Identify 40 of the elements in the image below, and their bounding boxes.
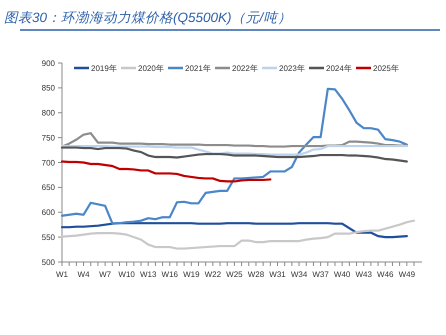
x-tick-label: W13 (140, 270, 157, 279)
y-tick-label: 650 (42, 183, 56, 192)
x-tick-label: W28 (248, 270, 265, 279)
legend-label: 2020年 (138, 64, 164, 73)
x-tick-label: W46 (377, 270, 394, 279)
y-tick-label: 600 (42, 208, 56, 218)
legend-label: 2023年 (279, 64, 305, 73)
line-series (60, 160, 272, 183)
x-tick-label: W4 (78, 270, 90, 279)
y-tick-label: 700 (42, 158, 56, 168)
x-tick-label: W7 (99, 270, 112, 279)
x-tick-label: W19 (183, 270, 200, 279)
x-tick-label: W37 (312, 270, 330, 279)
x-tick-label: W22 (204, 270, 222, 279)
legend-label: 2019年 (91, 64, 117, 73)
line-series (60, 88, 408, 224)
line-series (60, 144, 408, 156)
x-tick-label: W49 (398, 270, 416, 279)
legend-label: 2025年 (373, 64, 399, 73)
x-tick-label: W1 (56, 270, 69, 279)
line-series (60, 220, 416, 250)
x-tick-label: W40 (334, 270, 351, 279)
x-tick-label: W34 (290, 270, 308, 279)
x-tick-label: W43 (355, 270, 372, 279)
x-tick-label: W31 (269, 270, 286, 279)
x-tick-label: W10 (118, 270, 136, 279)
y-tick-label: 550 (42, 232, 56, 242)
line-series (60, 222, 408, 238)
legend-label: 2024年 (326, 64, 352, 73)
y-tick-label: 750 (42, 133, 56, 142)
legend-label: 2022年 (232, 64, 258, 73)
y-tick-label: 500 (42, 258, 56, 267)
chart-title: 图表30：环渤海动力煤价格(Q5500K)（元/吨） (4, 10, 292, 25)
y-tick-label: 850 (42, 84, 56, 93)
x-tick-label: W25 (226, 270, 244, 279)
y-tick-label: 800 (42, 108, 56, 118)
legend-label: 2021年 (185, 64, 211, 73)
y-tick-label: 900 (42, 58, 56, 68)
x-tick-label: W16 (162, 270, 179, 279)
line-series (60, 146, 408, 163)
